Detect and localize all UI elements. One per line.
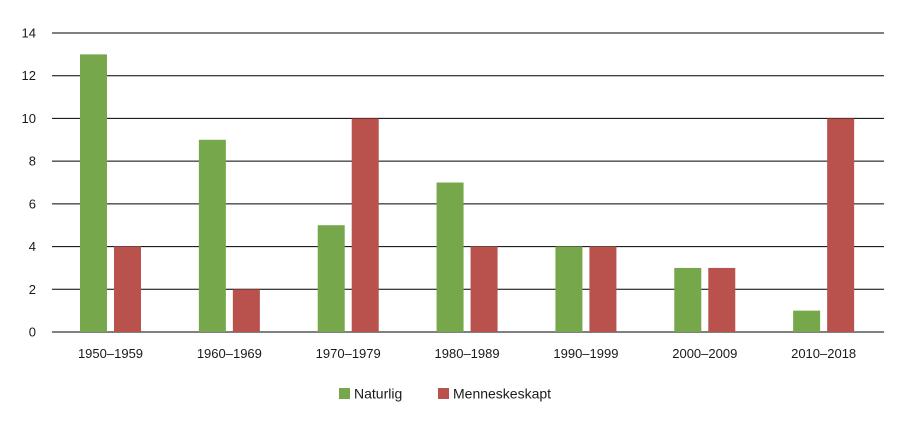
y-tick-label: 10 <box>22 111 36 126</box>
bar-naturlig-3 <box>436 182 464 332</box>
gridlines <box>52 32 884 333</box>
bar-menneskeskapt-2 <box>351 118 379 332</box>
legend-swatch-menneskeskapt <box>438 388 449 399</box>
x-tick-label: 1950–1959 <box>78 346 143 361</box>
x-tick-label: 1990–1999 <box>553 346 618 361</box>
x-tick-label: 1960–1969 <box>197 346 262 361</box>
bar-menneskeskapt-1 <box>232 289 260 332</box>
y-tick-label: 14 <box>22 26 36 41</box>
y-tick-label: 6 <box>29 196 36 211</box>
x-tick-label: 2000–2009 <box>672 346 737 361</box>
legend-label-naturlig: Naturlig <box>354 386 402 402</box>
y-tick-label: 4 <box>29 239 36 254</box>
bar-menneskeskapt-0 <box>114 246 141 332</box>
x-tick-label: 2010–2018 <box>791 346 856 361</box>
y-axis-tick-labels: 0 2 4 6 8 10 12 14 <box>22 26 36 340</box>
bar-naturlig-4 <box>555 246 583 332</box>
y-tick-label: 2 <box>29 282 36 297</box>
bar-naturlig-0 <box>80 54 107 332</box>
legend-label-menneskeskapt: Menneskeskapt <box>453 386 551 402</box>
y-tick-label: 8 <box>29 154 36 169</box>
bar-menneskeskapt-3 <box>470 246 498 332</box>
bar-menneskeskapt-5 <box>708 267 736 332</box>
bar-naturlig-6 <box>793 310 821 332</box>
bar-naturlig-1 <box>198 139 226 332</box>
legend: Naturlig Menneskeskapt <box>339 386 551 402</box>
x-axis-tick-labels: 1950–1959 1960–1969 1970–1979 1980–1989 1990… <box>78 346 856 361</box>
bar-naturlig-5 <box>674 267 702 332</box>
y-tick-label: 0 <box>29 325 36 340</box>
x-tick-label: 1980–1989 <box>435 346 500 361</box>
legend-swatch-naturlig <box>339 388 350 399</box>
bar-naturlig-2 <box>317 225 345 332</box>
bar-menneskeskapt-4 <box>589 246 617 332</box>
bars <box>80 54 855 332</box>
x-tick-label: 1970–1979 <box>316 346 381 361</box>
y-tick-label: 12 <box>22 68 36 83</box>
bar-menneskeskapt-6 <box>827 118 855 332</box>
